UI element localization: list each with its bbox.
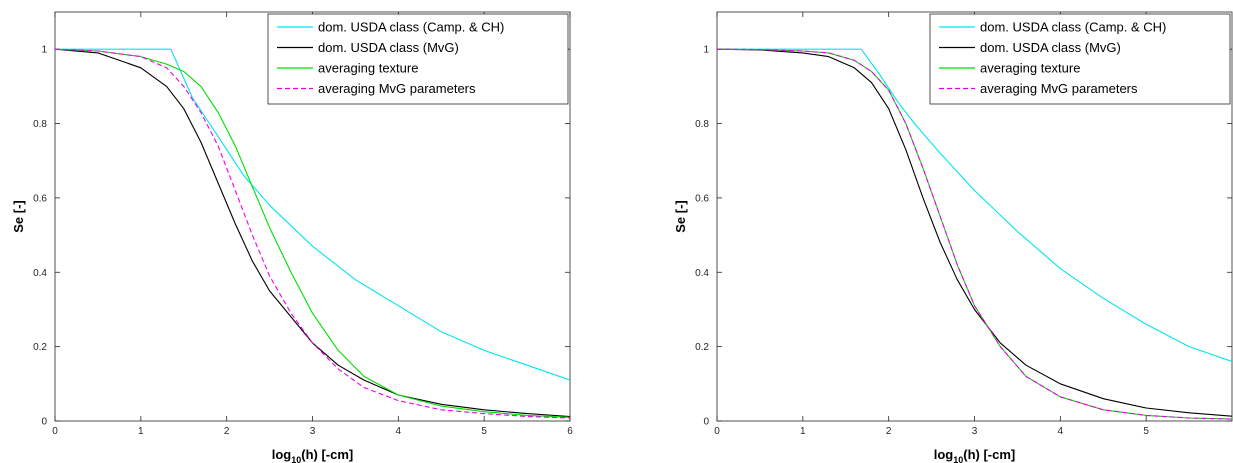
x-tick-label: 3 bbox=[972, 426, 978, 437]
x-tick-label: 5 bbox=[1143, 426, 1149, 437]
y-tick-label: 0.4 bbox=[33, 268, 47, 279]
series-group bbox=[717, 48, 1232, 420]
legend-label-2: dom. USDA class (MvG) bbox=[980, 40, 1121, 55]
x-axis-label-base: log bbox=[272, 447, 292, 462]
series-line-4 bbox=[717, 48, 1232, 420]
x-axis-label-rest: (h) [-cm] bbox=[963, 447, 1015, 462]
x-tick-label: 3 bbox=[310, 426, 316, 437]
y-tick-label: 0.6 bbox=[33, 193, 47, 204]
x-axis-label-rest: (h) [-cm] bbox=[301, 447, 353, 462]
y-tick-label: 1 bbox=[703, 45, 709, 56]
x-tick-label: 4 bbox=[396, 426, 402, 437]
x-tick-label: 0 bbox=[52, 426, 58, 437]
y-axis-label: Se [-] bbox=[11, 200, 26, 233]
series-line-1 bbox=[717, 48, 1232, 363]
legend-label-1: dom. USDA class (Camp. & CH) bbox=[318, 20, 504, 35]
x-tick-label: 0 bbox=[714, 426, 720, 437]
y-tick-label: 1 bbox=[41, 45, 47, 56]
y-tick-label: 0.2 bbox=[695, 342, 709, 353]
legend-box bbox=[929, 13, 1231, 105]
legend: dom. USDA class (Camp. & CH) dom. USDA cl… bbox=[267, 13, 569, 105]
y-tick-label: 0.2 bbox=[33, 342, 47, 353]
x-tick-label: 4 bbox=[1058, 426, 1064, 437]
legend-label-4: averaging MvG parameters bbox=[980, 81, 1138, 96]
series-line-3 bbox=[55, 48, 570, 418]
legend-label-3: averaging texture bbox=[980, 61, 1080, 76]
y-axis-label: Se [-] bbox=[673, 200, 688, 233]
chart-panel-1: 0 1 2 3 4 5 6 0 0.2 0.4 0.6 0.8 1 log10(h) [-cm] Se [-… bbox=[11, 11, 573, 463]
legend-box bbox=[267, 13, 569, 105]
series-line-2 bbox=[717, 48, 1232, 417]
series-group bbox=[55, 48, 570, 419]
y-tick-label: 0.4 bbox=[695, 268, 709, 279]
series-line-1 bbox=[55, 48, 570, 381]
y-tick-label: 0.8 bbox=[695, 119, 709, 130]
x-tick-label: 1 bbox=[800, 426, 806, 437]
legend-label-1: dom. USDA class (Camp. & CH) bbox=[980, 20, 1166, 35]
x-tick-label: 2 bbox=[224, 426, 230, 437]
x-axis-label-base: log bbox=[934, 447, 954, 462]
y-tick-label: 0 bbox=[41, 417, 47, 428]
x-tick-label: 5 bbox=[481, 426, 487, 437]
x-tick-label: 6 bbox=[567, 426, 573, 437]
chart-panel-2: 0 1 2 3 4 5 0 0.2 0.4 0.6 0.8 1 log10(h) [-cm] Se [-]… bbox=[673, 11, 1233, 463]
x-tick-label: 1 bbox=[138, 426, 144, 437]
x-axis-label: log10(h) [-cm] bbox=[934, 447, 1016, 463]
series-line-4 bbox=[55, 48, 570, 419]
x-axis-label: log10(h) [-cm] bbox=[272, 447, 354, 463]
legend-label-3: averaging texture bbox=[318, 61, 418, 76]
x-axis-label-subscript: 10 bbox=[953, 455, 963, 463]
y-tick-label: 0.6 bbox=[695, 193, 709, 204]
legend-label-2: dom. USDA class (MvG) bbox=[318, 40, 459, 55]
legend: dom. USDA class (Camp. & CH) dom. USDA cl… bbox=[929, 13, 1231, 105]
legend-label-4: averaging MvG parameters bbox=[318, 81, 476, 96]
x-tick-label: 2 bbox=[886, 426, 892, 437]
y-tick-label: 0 bbox=[703, 417, 709, 428]
series-line-2 bbox=[55, 48, 570, 418]
y-tick-label: 0.8 bbox=[33, 119, 47, 130]
x-axis-label-subscript: 10 bbox=[291, 455, 301, 463]
